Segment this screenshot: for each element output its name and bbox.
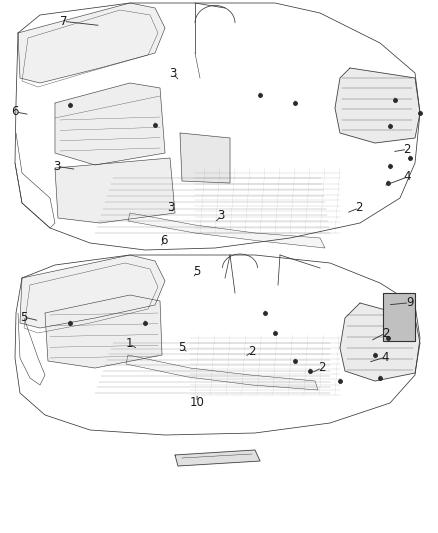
Text: 3: 3 [53, 160, 60, 173]
Polygon shape [175, 450, 260, 466]
Text: 2: 2 [355, 201, 363, 214]
Text: 9: 9 [406, 296, 413, 309]
Polygon shape [55, 83, 165, 165]
Text: 3: 3 [167, 201, 174, 214]
Text: 1: 1 [125, 337, 133, 350]
Polygon shape [18, 3, 165, 83]
Text: 6: 6 [160, 235, 168, 247]
Polygon shape [128, 213, 325, 248]
Text: 3: 3 [218, 209, 225, 222]
Text: 2: 2 [248, 345, 256, 358]
Text: 10: 10 [190, 396, 205, 409]
Text: 7: 7 [60, 15, 67, 28]
Text: 5: 5 [21, 311, 28, 324]
Text: 6: 6 [11, 106, 19, 118]
Text: 2: 2 [318, 361, 326, 374]
Polygon shape [45, 295, 162, 368]
Polygon shape [340, 303, 420, 381]
Text: 4: 4 [381, 351, 389, 364]
Text: 5: 5 [178, 341, 185, 354]
Polygon shape [55, 158, 175, 223]
Text: 2: 2 [403, 143, 411, 156]
Polygon shape [126, 355, 318, 390]
Bar [383, 293, 415, 341]
Polygon shape [20, 255, 165, 328]
Text: 3: 3 [170, 67, 177, 80]
Text: 4: 4 [403, 171, 411, 183]
Text: 5: 5 [194, 265, 201, 278]
Text: 2: 2 [381, 327, 389, 340]
Polygon shape [335, 68, 420, 143]
Polygon shape [180, 133, 230, 183]
